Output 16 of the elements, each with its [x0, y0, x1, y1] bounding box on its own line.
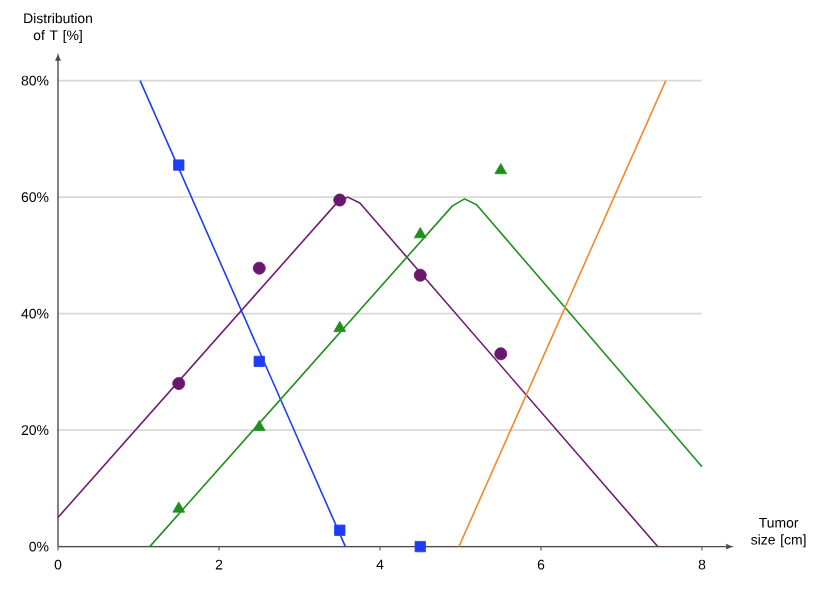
point [413, 227, 427, 239]
point [334, 524, 346, 536]
point [494, 163, 508, 175]
point [333, 320, 347, 332]
point [414, 541, 426, 553]
point [252, 261, 266, 275]
point [172, 377, 186, 390]
point [253, 355, 265, 367]
point [413, 268, 427, 282]
point [252, 419, 266, 431]
point [173, 159, 185, 171]
point [172, 501, 186, 513]
line-series [148, 198, 703, 548]
line-series [57, 196, 659, 548]
point [333, 193, 347, 207]
point [494, 347, 508, 361]
